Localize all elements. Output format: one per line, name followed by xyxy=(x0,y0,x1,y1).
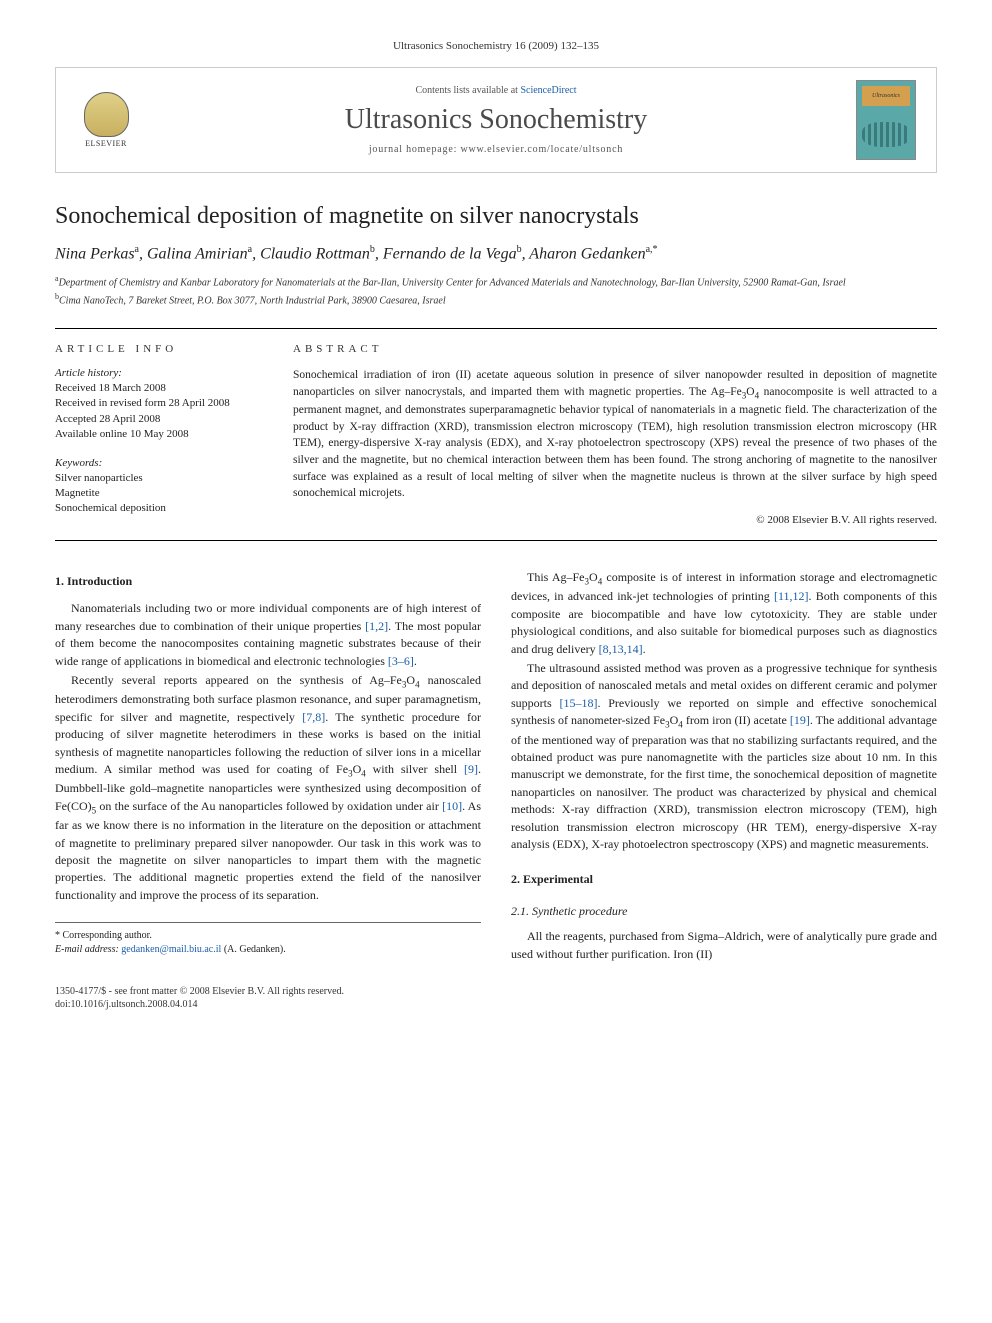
corresp-email-line: E-mail address: gedanken@mail.biu.ac.il … xyxy=(55,943,481,957)
email-label: E-mail address: xyxy=(55,944,119,955)
keywords-block: Keywords: Silver nanoparticles Magnetite… xyxy=(55,457,257,517)
cover-wave-icon xyxy=(862,122,910,147)
page-footer: 1350-4177/$ - see front matter © 2008 El… xyxy=(55,985,937,1011)
abstract-body: Sonochemical irradiation of iron (II) ac… xyxy=(293,367,937,502)
homepage-prefix: journal homepage: xyxy=(369,144,461,155)
article-info: ARTICLE INFO Article history: Received 1… xyxy=(55,328,275,540)
history-accepted: Accepted 28 April 2008 xyxy=(55,412,257,427)
abstract: ABSTRACT Sonochemical irradiation of iro… xyxy=(275,328,937,540)
keyword-3: Sonochemical deposition xyxy=(55,501,257,516)
history-revised: Received in revised form 28 April 2008 xyxy=(55,396,257,411)
contents-available-line: Contents lists available at ScienceDirec… xyxy=(136,85,856,96)
info-abstract-row: ARTICLE INFO Article history: Received 1… xyxy=(55,328,937,541)
page: Ultrasonics Sonochemistry 16 (2009) 132–… xyxy=(0,0,992,1051)
body-columns: 1. Introduction Nanomaterials including … xyxy=(55,569,937,963)
intro-para-2: Recently several reports appeared on the… xyxy=(55,672,481,904)
journal-title: Ultrasonics Sonochemistry xyxy=(136,104,856,136)
history-online: Available online 10 May 2008 xyxy=(55,427,257,442)
elsevier-wordmark: ELSEVIER xyxy=(85,139,127,148)
contents-prefix: Contents lists available at xyxy=(415,85,520,96)
journal-center: Contents lists available at ScienceDirec… xyxy=(136,85,856,155)
section-2-heading: 2. Experimental xyxy=(511,871,937,888)
citation-header: Ultrasonics Sonochemistry 16 (2009) 132–… xyxy=(55,40,937,52)
journal-header-box: ELSEVIER Contents lists available at Sci… xyxy=(55,67,937,173)
affiliations: aDepartment of Chemistry and Kanbar Labo… xyxy=(55,273,937,308)
homepage-url: www.elsevier.com/locate/ultsonch xyxy=(460,144,623,155)
keyword-1: Silver nanoparticles xyxy=(55,471,257,486)
intro-para-1: Nanomaterials including two or more indi… xyxy=(55,600,481,670)
footer-doi: doi:10.1016/j.ultsonch.2008.04.014 xyxy=(55,998,937,1011)
article-info-heading: ARTICLE INFO xyxy=(55,343,257,355)
elsevier-tree-icon xyxy=(84,92,129,137)
corresponding-author-block: * Corresponding author. E-mail address: … xyxy=(55,922,481,957)
corresp-owner: (A. Gedanken). xyxy=(224,944,286,955)
abstract-heading: ABSTRACT xyxy=(293,343,937,355)
journal-cover-thumbnail: Ultrasonics xyxy=(856,80,916,160)
journal-homepage-line: journal homepage: www.elsevier.com/locat… xyxy=(136,144,856,155)
history-received: Received 18 March 2008 xyxy=(55,381,257,396)
cover-title-strip: Ultrasonics xyxy=(862,86,910,106)
keyword-2: Magnetite xyxy=(55,486,257,501)
affiliation-a: aDepartment of Chemistry and Kanbar Labo… xyxy=(55,273,937,290)
intro-para-4: The ultrasound assisted method was prove… xyxy=(511,660,937,853)
elsevier-logo: ELSEVIER xyxy=(76,85,136,155)
corresp-email-link[interactable]: gedanken@mail.biu.ac.il xyxy=(121,944,221,955)
abstract-copyright: © 2008 Elsevier B.V. All rights reserved… xyxy=(293,514,937,526)
author-list: Nina Perkasa, Galina Amiriana, Claudio R… xyxy=(55,244,937,263)
corresp-star: * Corresponding author. xyxy=(55,929,481,943)
footer-line-1: 1350-4177/$ - see front matter © 2008 El… xyxy=(55,985,937,998)
article-history-label: Article history: xyxy=(55,367,257,379)
keywords-label: Keywords: xyxy=(55,457,257,469)
affiliation-b: bCima NanoTech, 7 Bareket Street, P.O. B… xyxy=(55,291,937,308)
intro-para-3: This Ag–Fe3O4 composite is of interest i… xyxy=(511,569,937,658)
section-1-heading: 1. Introduction xyxy=(55,573,481,590)
article-title: Sonochemical deposition of magnetite on … xyxy=(55,203,937,230)
exp-para-1: All the reagents, purchased from Sigma–A… xyxy=(511,928,937,963)
sciencedirect-link[interactable]: ScienceDirect xyxy=(520,85,576,96)
section-2-1-heading: 2.1. Synthetic procedure xyxy=(511,903,937,920)
